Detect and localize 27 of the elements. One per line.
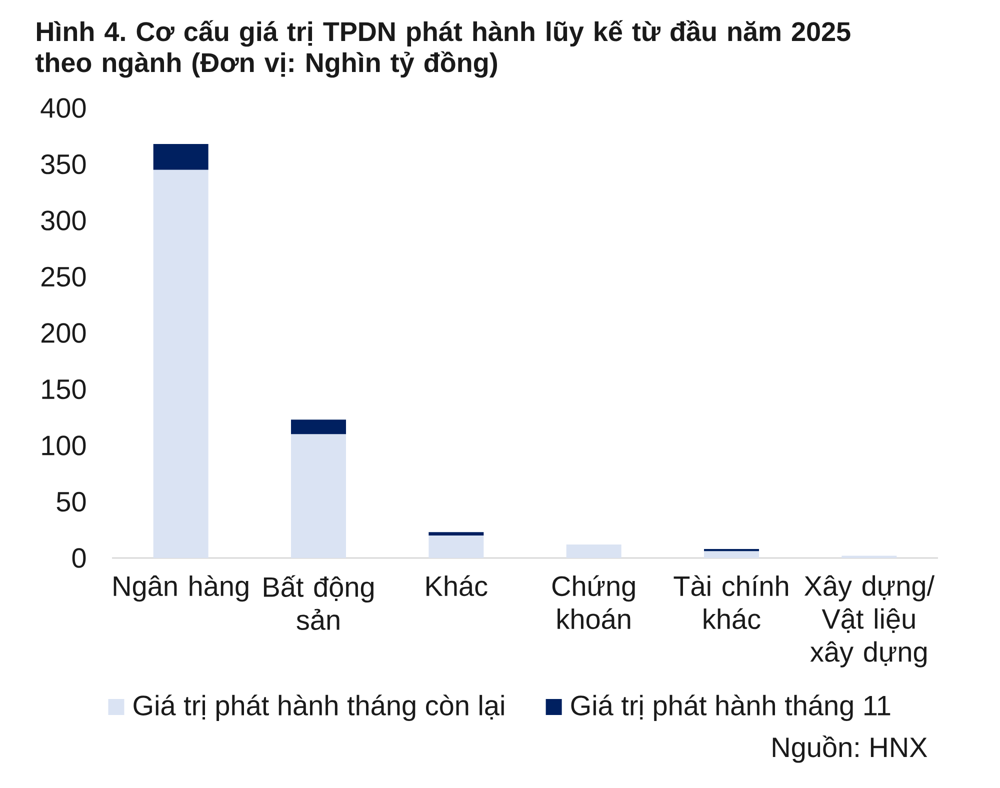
x-tick-label: Xây dựng/ Vật liệu xây dựng [804, 575, 935, 668]
text: Nguồn: HNX [772, 735, 928, 763]
x-tick-label: Ngân hàng [114, 575, 248, 602]
y-tick-label: 100 [42, 436, 86, 456]
y-tick-label: 50 [56, 492, 86, 512]
x-tick-label: Khác [426, 575, 488, 596]
bar [153, 144, 208, 170]
bar [291, 420, 346, 434]
y-tick-label: 350 [41, 154, 86, 174]
y-tick-label: 0 [72, 548, 86, 568]
x-tick-label: Chứng khoán [552, 575, 635, 630]
y-tick-label: 300 [41, 210, 86, 230]
bar [704, 551, 760, 558]
y-tick-label: 200 [42, 323, 86, 343]
bar [428, 536, 484, 558]
bar [566, 544, 622, 558]
y-tick-label: 250 [42, 266, 86, 287]
chart-title: Hình 4. Cơ cấu giá trị TPDN phát hành lũy kế từ đầu năm 2025 theo ngành (Đơn vị: Nghìn tỷ đồng) [36, 20, 850, 78]
bar [153, 170, 208, 558]
y-tick-label: 400 [40, 98, 86, 118]
x-tick-label: Tài chính khác [674, 575, 788, 630]
legend-label: Giá trị phát hành tháng còn lại [134, 694, 504, 722]
bar [428, 532, 484, 536]
legend-label: Giá trị phát hành tháng 11 [571, 694, 890, 722]
y-tick-label: 150 [42, 379, 86, 400]
bar [291, 434, 346, 558]
x-tick-label: Bất động sản [264, 575, 374, 630]
